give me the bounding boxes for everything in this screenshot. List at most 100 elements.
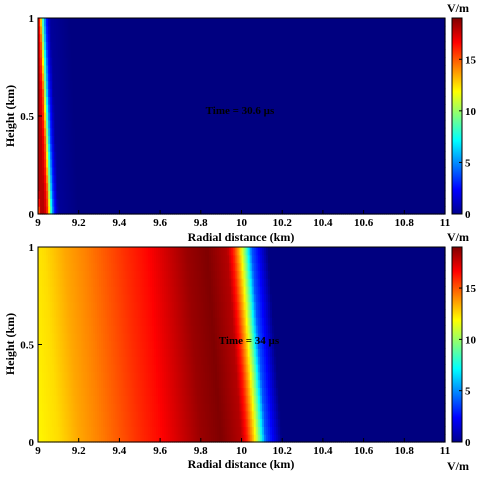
heatmap-cell <box>151 143 155 152</box>
heatmap-cell <box>296 88 300 97</box>
heatmap-cell <box>139 88 143 97</box>
heatmap-cell <box>131 135 135 145</box>
heatmap-cell <box>430 96 434 105</box>
heatmap-cell <box>422 57 426 66</box>
heatmap-cell <box>225 151 228 160</box>
heatmap-cell <box>416 151 420 160</box>
heatmap-cell <box>274 143 277 152</box>
heatmap-cell <box>440 166 444 176</box>
heatmap-cell <box>280 166 283 176</box>
heatmap-cell <box>84 206 88 215</box>
heatmap-cell <box>253 127 257 137</box>
heatmap-cell <box>48 80 51 90</box>
heatmap-cell <box>202 151 206 160</box>
heatmap-cell <box>72 135 76 145</box>
heatmap-cell <box>97 166 100 176</box>
heatmap-cell <box>247 151 251 160</box>
heatmap-cell <box>235 57 239 66</box>
heatmap-cell <box>237 96 241 105</box>
heatmap-cell <box>251 166 255 176</box>
heatmap-cell <box>58 96 61 105</box>
heatmap-cell <box>204 159 208 168</box>
heatmap-cell <box>204 166 208 176</box>
panel-1: 9 9.2 9.4 9.6 9.8 10 10.2 10.4 10.6 10.8 11 00.51 … <box>3 1 477 244</box>
heatmap-cell <box>388 119 391 129</box>
heatmap-cell <box>412 119 416 129</box>
heatmap-cell <box>227 119 230 129</box>
heatmap-cell <box>255 127 259 137</box>
heatmap-cell <box>117 88 120 97</box>
heatmap-cell <box>267 119 271 129</box>
heatmap-cell <box>38 166 41 176</box>
heatmap-cell <box>255 49 259 58</box>
heatmap-cell <box>314 112 318 121</box>
heatmap-cell <box>213 57 216 66</box>
heatmap-cell <box>414 198 418 207</box>
heatmap-cell <box>312 96 316 105</box>
heatmap-cell <box>107 135 110 145</box>
heatmap-cell <box>213 80 216 90</box>
heatmap-cell <box>373 206 377 215</box>
heatmap-cell <box>129 206 133 215</box>
heatmap-cell <box>151 57 155 66</box>
heatmap-cell <box>245 104 249 113</box>
heatmap-cell <box>251 174 255 184</box>
heatmap-cell <box>156 190 159 199</box>
heatmap-cell <box>60 198 64 207</box>
heatmap-cell <box>200 182 204 192</box>
heatmap-cell <box>170 96 173 105</box>
heatmap-cell <box>274 151 277 160</box>
heatmap-cell <box>339 96 342 105</box>
heatmap-cell <box>239 96 243 105</box>
heatmap-cell <box>94 206 98 215</box>
heatmap-cell <box>153 96 157 105</box>
heatmap-cell <box>394 127 397 137</box>
heatmap-cell <box>66 182 70 192</box>
heatmap-cell <box>381 57 385 66</box>
heatmap-cell <box>408 96 412 105</box>
heatmap-cell <box>74 49 78 58</box>
heatmap-cell <box>137 65 141 74</box>
heatmap-cell <box>422 135 426 145</box>
heatmap-cell <box>278 49 281 58</box>
heatmap-cell <box>113 206 116 215</box>
heatmap-cell <box>127 206 131 215</box>
heatmap-cell <box>404 159 407 168</box>
heatmap-cell <box>229 151 232 160</box>
heatmap-cell <box>66 57 70 66</box>
heatmap-cell <box>176 80 180 90</box>
heatmap-cell <box>97 96 100 105</box>
heatmap-cell <box>123 80 127 90</box>
heatmap-cell <box>103 96 106 105</box>
heatmap-cell <box>371 80 375 90</box>
heatmap-cell <box>261 65 265 74</box>
heatmap-cell <box>347 143 350 152</box>
heatmap-cell <box>107 127 110 137</box>
heatmap-cell <box>278 159 281 168</box>
heatmap-cell <box>310 159 314 168</box>
heatmap-cell <box>383 135 387 145</box>
heatmap-cell <box>221 198 224 207</box>
heatmap-cell <box>282 112 285 121</box>
heatmap-cell <box>371 104 375 113</box>
heatmap-cell <box>278 135 281 145</box>
heatmap-cell <box>168 190 171 199</box>
heatmap-cell <box>324 127 328 137</box>
heatmap-cell <box>333 206 336 215</box>
heatmap-cell <box>74 127 78 137</box>
heatmap-cell <box>390 104 393 113</box>
heatmap-cell <box>121 143 125 152</box>
heatmap-cell <box>306 135 310 145</box>
heatmap-cell <box>196 159 200 168</box>
heatmap-cell <box>432 72 436 82</box>
heatmap-cell <box>182 198 186 207</box>
heatmap-cell <box>88 143 92 152</box>
heatmap-cell <box>231 174 234 184</box>
heatmap-cell <box>375 57 379 66</box>
heatmap-cell <box>184 88 188 97</box>
heatmap-cell <box>440 57 444 66</box>
heatmap-cell <box>245 49 249 58</box>
heatmap-cell <box>243 206 247 215</box>
heatmap-cell <box>137 96 141 105</box>
heatmap-cell <box>56 65 59 74</box>
